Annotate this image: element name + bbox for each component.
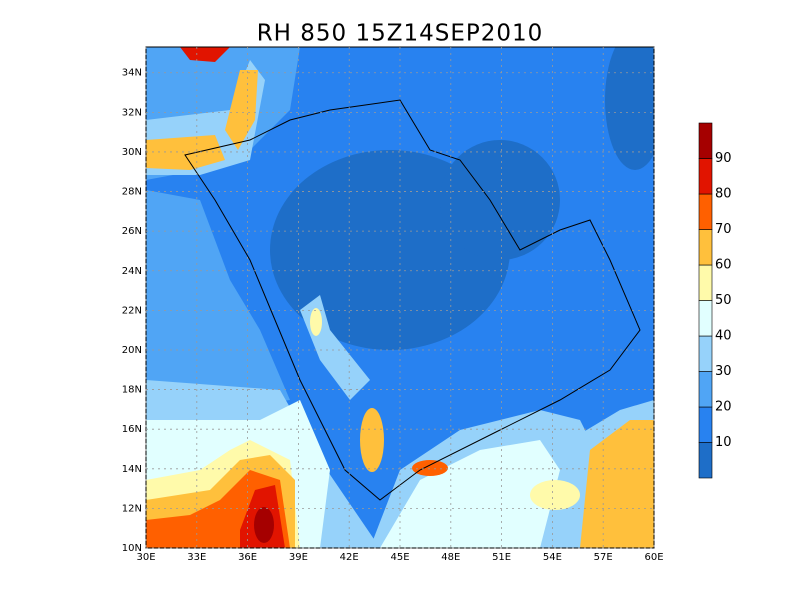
y-tick-label: 24N (122, 266, 142, 277)
x-tick-label: 42E (340, 552, 359, 563)
colorbar-label: 50 (715, 293, 732, 308)
colorbar-bin (698, 442, 713, 479)
colorbar-label: 90 (715, 151, 732, 166)
y-tick-label: 10N (122, 543, 142, 554)
colorbar-bin (698, 300, 713, 337)
y-tick-label: 28N (122, 187, 142, 198)
rh-field (146, 47, 654, 548)
colorbar-bin (698, 229, 713, 266)
colorbar-bin (698, 406, 713, 443)
colorbar-label: 60 (715, 258, 732, 273)
x-tick-label: 48E (441, 552, 460, 563)
y-tick-label: 22N (122, 305, 142, 316)
colorbar-label: 80 (715, 187, 732, 202)
x-tick-label: 33E (187, 552, 206, 563)
colorbar-bin (698, 158, 713, 195)
y-tick-label: 12N (122, 503, 142, 514)
x-tick-label: 57E (594, 552, 613, 563)
map-title: RH 850 15Z14SEP2010 (257, 21, 544, 47)
y-tick-label: 18N (122, 385, 142, 396)
colorbar-label: 10 (715, 435, 732, 450)
colorbar-label: 20 (715, 400, 732, 415)
colorbar-bin (698, 335, 713, 372)
colorbar-bin (698, 193, 713, 230)
colorbar-label: 30 (715, 364, 732, 379)
x-tick-label: 54E (543, 552, 562, 563)
x-tick-label: 30E (136, 552, 155, 563)
y-tick-label: 20N (122, 345, 142, 356)
y-tick-label: 26N (122, 226, 142, 237)
colorbar-label: 40 (715, 329, 732, 344)
colorbar-label: 70 (715, 222, 732, 237)
y-tick-label: 32N (122, 107, 142, 118)
y-tick-label: 30N (122, 147, 142, 158)
colorbar-bin (698, 264, 713, 301)
x-tick-label: 45E (390, 552, 409, 563)
x-tick-label: 39E (289, 552, 308, 563)
y-tick-label: 34N (122, 68, 142, 79)
y-tick-label: 14N (122, 464, 142, 475)
y-tick-label: 16N (122, 424, 142, 435)
x-tick-label: 36E (238, 552, 257, 563)
x-tick-label: 51E (492, 552, 511, 563)
colorbar-bin (698, 122, 713, 159)
x-tick-label: 60E (644, 552, 663, 563)
colorbar-bin (698, 371, 713, 408)
